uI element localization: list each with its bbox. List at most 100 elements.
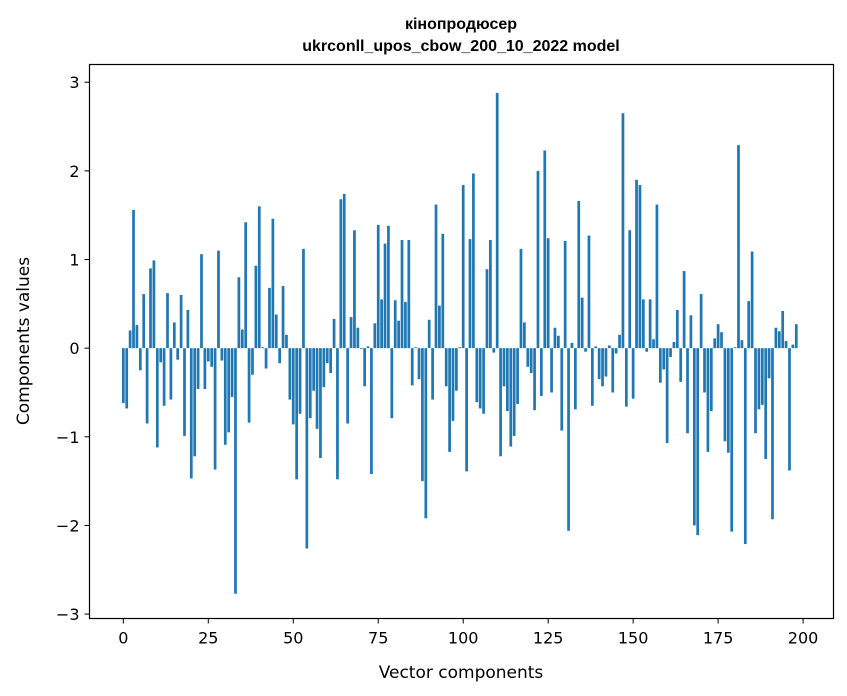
bar-23 bbox=[200, 254, 203, 349]
bar-33 bbox=[234, 348, 237, 594]
bar-192 bbox=[774, 327, 778, 349]
bar-125 bbox=[546, 238, 550, 349]
bar-34 bbox=[237, 277, 241, 349]
bar-47 bbox=[281, 286, 285, 349]
bar-90 bbox=[427, 319, 431, 349]
bar-116 bbox=[516, 348, 519, 404]
bar-196 bbox=[788, 348, 791, 471]
bar-138 bbox=[590, 348, 594, 406]
bar-180 bbox=[733, 347, 737, 349]
bar-195 bbox=[784, 341, 788, 349]
bar-15 bbox=[172, 322, 176, 349]
chart-title-line-2: ukrconll_upos_cbow_200_10_2022 model bbox=[302, 38, 619, 55]
bar-155 bbox=[648, 299, 652, 349]
bar-44 bbox=[271, 218, 275, 349]
bar-140 bbox=[597, 348, 601, 380]
y-tick-label: 0 bbox=[69, 339, 79, 358]
bar-61 bbox=[329, 348, 333, 373]
bar-87 bbox=[417, 348, 421, 380]
x-axis-ticks: 0 25 50 75 100 125 150 175 200 bbox=[118, 618, 819, 648]
bar-21 bbox=[193, 348, 197, 457]
x-tick-label: 0 bbox=[118, 629, 128, 648]
bar-67 bbox=[349, 317, 353, 349]
bar-26 bbox=[210, 348, 214, 367]
bar-121 bbox=[533, 348, 536, 411]
bar-153 bbox=[641, 299, 645, 349]
bar-63 bbox=[336, 348, 339, 480]
bar-117 bbox=[519, 248, 523, 349]
bar-118 bbox=[523, 322, 526, 349]
bar-167 bbox=[689, 315, 693, 349]
bar-20 bbox=[189, 348, 193, 479]
bar-169 bbox=[696, 348, 700, 536]
bar-29 bbox=[220, 348, 224, 361]
bar-0 bbox=[121, 348, 125, 404]
y-tick-label: −3 bbox=[56, 605, 80, 624]
bar-110 bbox=[495, 92, 499, 349]
bar-102 bbox=[468, 239, 472, 349]
bar-8 bbox=[149, 268, 152, 349]
bar-132 bbox=[570, 342, 574, 349]
bar-137 bbox=[587, 235, 591, 349]
bar-198 bbox=[794, 324, 798, 349]
bar-168 bbox=[692, 348, 696, 526]
bar-59 bbox=[322, 348, 326, 388]
bar-152 bbox=[638, 185, 642, 349]
bar-48 bbox=[285, 334, 288, 349]
bar-3 bbox=[132, 209, 135, 349]
bar-112 bbox=[502, 348, 506, 387]
bar-24 bbox=[203, 348, 207, 389]
bar-197 bbox=[791, 344, 795, 349]
bar-120 bbox=[529, 348, 533, 373]
bar-143 bbox=[607, 345, 611, 349]
bar-184 bbox=[747, 301, 751, 349]
bar-144 bbox=[611, 348, 615, 393]
bar-108 bbox=[489, 240, 492, 349]
x-tick-label: 50 bbox=[283, 629, 303, 648]
bar-7 bbox=[145, 348, 149, 424]
bar-109 bbox=[492, 348, 496, 353]
bar-158 bbox=[658, 348, 662, 383]
bar-78 bbox=[387, 225, 390, 349]
y-tick-label: −2 bbox=[56, 516, 80, 535]
bar-1 bbox=[125, 348, 129, 409]
bar-170 bbox=[699, 294, 703, 349]
bar-55 bbox=[308, 348, 312, 419]
bar-131 bbox=[567, 348, 570, 531]
bar-37 bbox=[247, 348, 251, 423]
bar-171 bbox=[703, 348, 706, 393]
bar-114 bbox=[509, 348, 513, 447]
bar-186 bbox=[754, 348, 757, 434]
bar-106 bbox=[482, 348, 485, 414]
bar-79 bbox=[390, 348, 394, 419]
bar-16 bbox=[176, 348, 180, 360]
bar-166 bbox=[686, 348, 689, 434]
plot-area-frame bbox=[88, 63, 835, 620]
bar-101 bbox=[465, 348, 468, 472]
bar-107 bbox=[485, 269, 489, 349]
bar-189 bbox=[764, 348, 768, 459]
bar-5 bbox=[138, 348, 142, 371]
bars-group bbox=[121, 92, 798, 594]
bar-181 bbox=[737, 145, 740, 349]
x-tick-label: 200 bbox=[788, 629, 819, 648]
bar-74 bbox=[373, 323, 377, 349]
bar-30 bbox=[223, 348, 227, 445]
bar-151 bbox=[635, 179, 638, 349]
bar-97 bbox=[451, 348, 455, 421]
bar-187 bbox=[757, 348, 761, 410]
bar-124 bbox=[543, 150, 547, 349]
bar-115 bbox=[512, 348, 516, 436]
bar-52 bbox=[298, 348, 302, 414]
bar-133 bbox=[574, 348, 577, 410]
bar-99 bbox=[458, 347, 462, 349]
bar-103 bbox=[472, 173, 475, 349]
bar-19 bbox=[186, 310, 190, 349]
bar-128 bbox=[557, 335, 560, 349]
bar-85 bbox=[410, 348, 414, 386]
bar-70 bbox=[359, 348, 363, 350]
bar-91 bbox=[431, 348, 434, 400]
bar-150 bbox=[631, 348, 635, 399]
bar-4 bbox=[135, 325, 139, 349]
